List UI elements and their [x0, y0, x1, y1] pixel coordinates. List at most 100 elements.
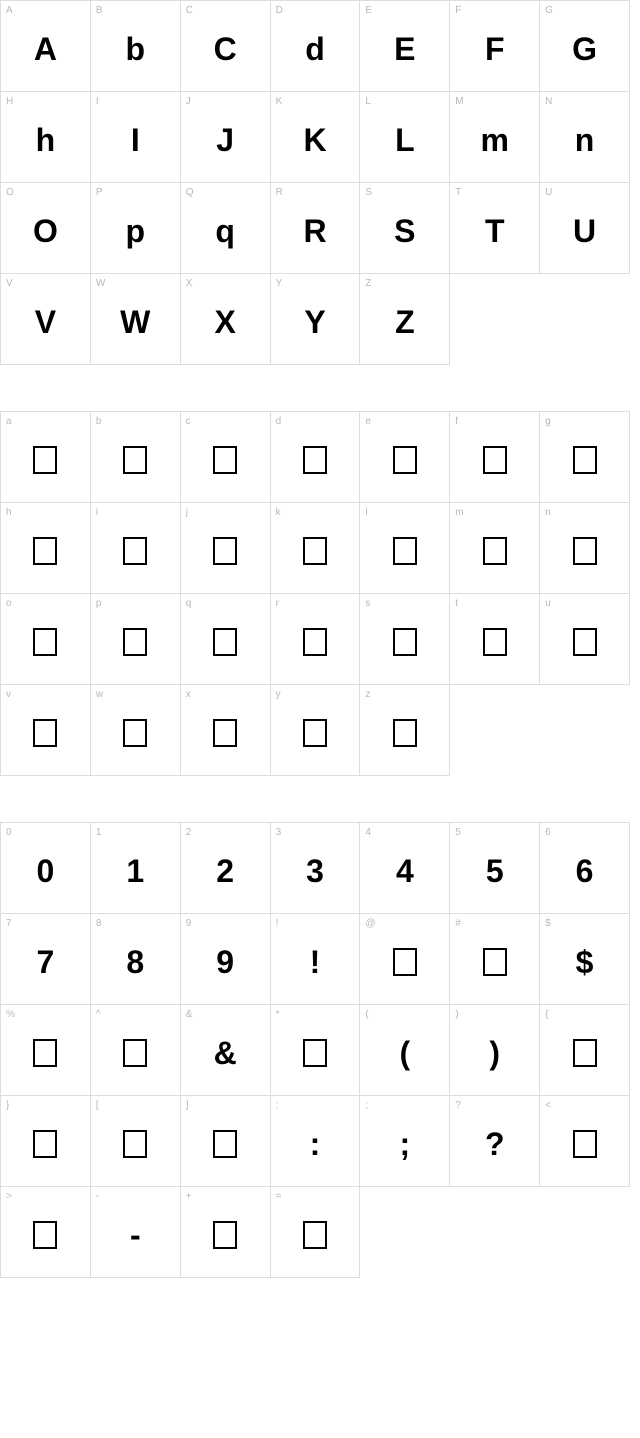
glyph-wrap: 7 [1, 914, 90, 1004]
glyph: 1 [126, 853, 144, 890]
cell-label: # [455, 918, 461, 929]
glyph-wrap: I [91, 92, 180, 182]
cell-label: w [96, 689, 103, 700]
glyph-wrap [540, 1096, 629, 1186]
missing-glyph-icon [213, 628, 237, 656]
glyph-wrap: X [181, 274, 270, 364]
glyph-wrap [271, 685, 360, 775]
glyph-grid-symbols: 00112233445566778899!!@#$$%^&&*(()){}[]:… [0, 822, 630, 1278]
cell-label: ( [365, 1009, 368, 1020]
missing-glyph-icon [303, 1039, 327, 1067]
glyph-wrap [181, 412, 270, 502]
missing-glyph-icon [393, 948, 417, 976]
cell-label: T [455, 187, 461, 198]
glyph-cell: KK [271, 92, 361, 183]
missing-glyph-icon [213, 1130, 237, 1158]
glyph-cell: = [271, 1187, 361, 1278]
glyph-cell: [ [91, 1096, 181, 1187]
cell-label: % [6, 1009, 15, 1020]
glyph-cell: EE [360, 1, 450, 92]
glyph-wrap [181, 1187, 270, 1277]
glyph: F [485, 31, 505, 68]
glyph-wrap: h [1, 92, 90, 182]
glyph-wrap [1, 685, 90, 775]
cell-label: z [365, 689, 370, 700]
glyph-cell: @ [360, 914, 450, 1005]
glyph-wrap: ? [450, 1096, 539, 1186]
glyph: : [310, 1126, 321, 1163]
missing-glyph-icon [303, 628, 327, 656]
cell-label: t [455, 598, 458, 609]
glyph: $ [576, 944, 594, 981]
glyph-cell: 44 [360, 823, 450, 914]
cell-label: 1 [96, 827, 102, 838]
glyph-cell: 00 [1, 823, 91, 914]
cell-label: ^ [96, 1009, 101, 1020]
glyph-cell: Mm [450, 92, 540, 183]
glyph-wrap: - [91, 1187, 180, 1277]
cell-label: 9 [186, 918, 192, 929]
cell-label: } [6, 1100, 9, 1111]
glyph: n [575, 122, 595, 159]
glyph-wrap [271, 594, 360, 684]
glyph-cell: 77 [1, 914, 91, 1005]
glyph: m [480, 122, 508, 159]
cell-label: G [545, 5, 553, 16]
glyph-wrap [1, 594, 90, 684]
cell-label: F [455, 5, 461, 16]
glyph-cell: Dd [271, 1, 361, 92]
cell-label: u [545, 598, 551, 609]
glyph-cell: u [540, 594, 630, 685]
glyph-cell: e [360, 412, 450, 503]
glyph-wrap [91, 1005, 180, 1095]
cell-label: ! [276, 918, 279, 929]
glyph-wrap [540, 503, 629, 593]
glyph: J [216, 122, 234, 159]
glyph-cell: } [1, 1096, 91, 1187]
missing-glyph-icon [123, 446, 147, 474]
cell-label: H [6, 96, 13, 107]
glyph-wrap [181, 1096, 270, 1186]
glyph-cell: d [271, 412, 361, 503]
missing-glyph-icon [393, 446, 417, 474]
glyph-cell: l [360, 503, 450, 594]
missing-glyph-icon [33, 1130, 57, 1158]
glyph: X [214, 304, 235, 341]
glyph-wrap [271, 412, 360, 502]
glyph-wrap: A [1, 1, 90, 91]
cell-label: s [365, 598, 370, 609]
cell-label: Z [365, 278, 371, 289]
glyph-cell: FF [450, 1, 540, 92]
glyph-wrap: ) [450, 1005, 539, 1095]
cell-label: A [6, 5, 13, 16]
glyph: 8 [126, 944, 144, 981]
empty-cell [540, 685, 630, 776]
glyph-cell: w [91, 685, 181, 776]
glyph-wrap: L [360, 92, 449, 182]
missing-glyph-icon [213, 1221, 237, 1249]
cell-label: S [365, 187, 372, 198]
cell-label: V [6, 278, 13, 289]
cell-label: 6 [545, 827, 551, 838]
glyph-cell: { [540, 1005, 630, 1096]
cell-label: 2 [186, 827, 192, 838]
glyph-wrap [360, 685, 449, 775]
cell-label: y [276, 689, 281, 700]
glyph-wrap [271, 503, 360, 593]
missing-glyph-icon [573, 537, 597, 565]
glyph-wrap: 2 [181, 823, 270, 913]
glyph-wrap [360, 412, 449, 502]
glyph-cell: TT [450, 183, 540, 274]
glyph-cell: VV [1, 274, 91, 365]
glyph-wrap [540, 1005, 629, 1095]
glyph-wrap [271, 1005, 360, 1095]
cell-label: i [96, 507, 98, 518]
cell-label: 3 [276, 827, 282, 838]
glyph-cell: c [181, 412, 271, 503]
cell-label: ? [455, 1100, 461, 1111]
missing-glyph-icon [123, 628, 147, 656]
glyph-cell: # [450, 914, 540, 1005]
glyph: T [485, 213, 505, 250]
cell-label: r [276, 598, 279, 609]
glyph: Y [304, 304, 325, 341]
